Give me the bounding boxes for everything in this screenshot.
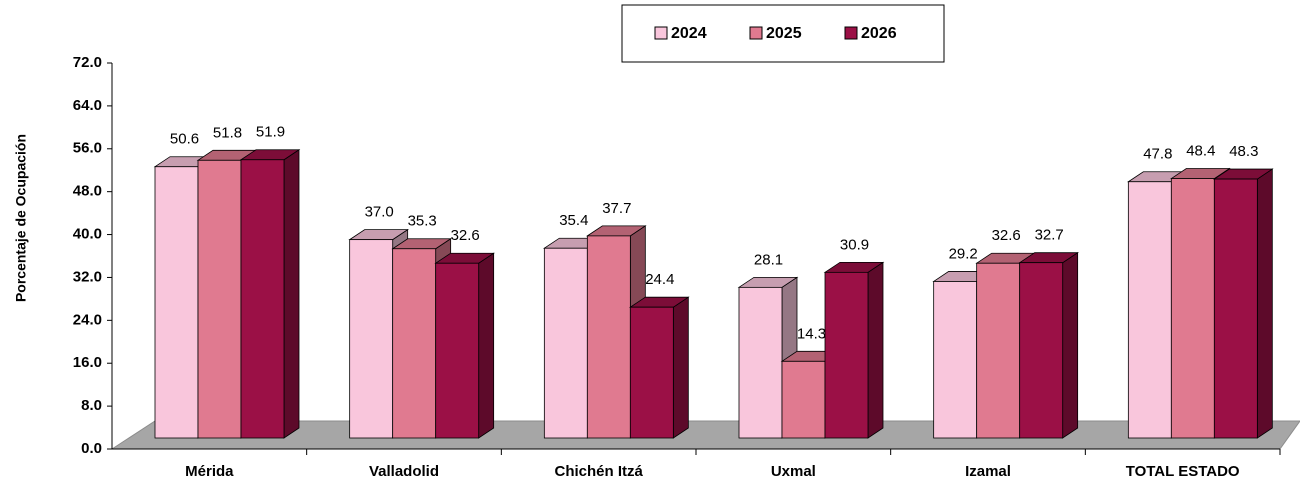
y-tick-label: 40.0 <box>73 226 102 243</box>
bar-side <box>867 261 884 439</box>
value-label: 35.3 <box>408 213 437 230</box>
bar <box>738 286 783 439</box>
y-tick-label: 48.0 <box>73 183 102 200</box>
bar <box>240 159 285 439</box>
bar <box>933 281 978 439</box>
y-axis-label: Porcentaje de Ocupación <box>13 134 29 302</box>
y-tick-label: 16.0 <box>73 354 102 371</box>
bar <box>349 239 394 439</box>
bar <box>392 248 437 439</box>
x-tick-label: TOTAL ESTADO <box>1126 463 1240 480</box>
x-tick-label: Mérida <box>185 463 234 480</box>
bar <box>586 235 631 439</box>
y-tick-label: 64.0 <box>73 97 102 114</box>
y-tick-label: 72.0 <box>73 54 102 71</box>
value-label: 32.6 <box>992 227 1021 244</box>
legend-swatch <box>844 26 858 40</box>
value-label: 32.7 <box>1035 227 1064 244</box>
legend-label: 2024 <box>671 25 707 42</box>
value-label: 28.1 <box>754 251 783 268</box>
value-label: 51.9 <box>256 124 285 141</box>
y-tick-label: 24.0 <box>73 311 102 328</box>
value-label: 35.4 <box>559 212 588 229</box>
bar-side <box>1256 168 1273 439</box>
value-label: 48.4 <box>1186 142 1215 159</box>
bar <box>154 166 199 439</box>
bar <box>824 271 869 439</box>
value-label: 29.2 <box>949 245 978 262</box>
y-tick-label: 8.0 <box>81 397 102 414</box>
x-tick-label: Chichén Itzá <box>554 463 643 480</box>
bar <box>1213 178 1258 439</box>
bar <box>1170 178 1215 439</box>
bar-side <box>283 149 300 439</box>
value-label: 30.9 <box>840 236 869 253</box>
value-label: 14.3 <box>797 325 826 342</box>
bar-side <box>1062 251 1079 439</box>
bar <box>781 360 826 439</box>
bar <box>435 262 480 439</box>
y-tick-label: 32.0 <box>73 268 102 285</box>
legend-label: 2026 <box>861 25 897 42</box>
bar <box>976 262 1021 439</box>
x-tick-label: Valladolid <box>369 463 439 480</box>
bar <box>543 247 588 439</box>
legend-swatch <box>654 26 668 40</box>
value-label: 47.8 <box>1143 146 1172 163</box>
bar <box>629 306 674 439</box>
value-label: 37.7 <box>602 200 631 217</box>
bar <box>197 159 242 439</box>
value-label: 48.3 <box>1229 143 1258 160</box>
value-label: 24.4 <box>645 271 674 288</box>
x-tick-label: Izamal <box>965 463 1011 480</box>
x-tick-label: Uxmal <box>771 463 816 480</box>
value-label: 51.8 <box>213 124 242 141</box>
legend-swatch <box>749 26 763 40</box>
value-label: 32.6 <box>451 227 480 244</box>
bar <box>1019 262 1064 439</box>
y-tick-label: 56.0 <box>73 140 102 157</box>
bar-side <box>478 252 495 439</box>
value-label: 37.0 <box>365 204 394 221</box>
value-label: 50.6 <box>170 131 199 148</box>
y-tick-label: 0.0 <box>81 440 102 457</box>
bar-side <box>672 296 689 439</box>
bar <box>1127 181 1172 439</box>
legend-label: 2025 <box>766 25 802 42</box>
legend-box <box>621 4 945 63</box>
